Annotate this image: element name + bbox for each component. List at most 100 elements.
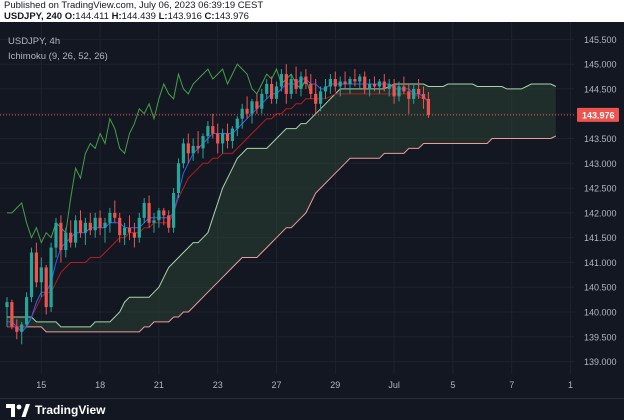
candle-body[interactable]	[196, 145, 200, 149]
candle-body[interactable]	[162, 210, 166, 216]
candle-body[interactable]	[382, 81, 386, 89]
candle-body[interactable]	[211, 126, 215, 134]
candle-body[interactable]	[392, 83, 396, 97]
candle-body[interactable]	[387, 83, 391, 89]
candle-body[interactable]	[412, 88, 416, 99]
candle-body[interactable]	[74, 220, 78, 243]
candle-body[interactable]	[69, 232, 73, 243]
candle-body[interactable]	[93, 217, 97, 231]
candle-body[interactable]	[240, 108, 244, 119]
candle-body[interactable]	[294, 79, 298, 89]
candle-body[interactable]	[343, 81, 347, 84]
candle-body[interactable]	[10, 302, 14, 327]
candle-body[interactable]	[39, 267, 43, 283]
candle-body[interactable]	[127, 227, 132, 233]
candle-body[interactable]	[333, 79, 337, 87]
candle-body[interactable]	[157, 210, 161, 221]
candle-body[interactable]	[103, 222, 107, 228]
symbol-interval: USDJPY, 240	[4, 11, 63, 22]
candle-body[interactable]	[29, 252, 34, 298]
candle-body[interactable]	[20, 324, 24, 332]
candle-body[interactable]	[132, 232, 136, 238]
candle-body[interactable]	[304, 76, 308, 84]
candle-body[interactable]	[225, 133, 230, 141]
tradingview-logo[interactable]: TradingView	[6, 403, 105, 417]
close-value: 143.976	[214, 11, 249, 22]
candle-body[interactable]	[142, 202, 146, 218]
indicator-legend: USDJPY, 4h Ichimoku (9, 26, 52, 26)	[8, 34, 108, 64]
candle-body[interactable]	[250, 101, 254, 114]
candle-body[interactable]	[108, 212, 112, 223]
candle-body[interactable]	[186, 143, 190, 154]
candle-body[interactable]	[255, 101, 259, 109]
publish-header: Published on TradingView.com, July 06, 2…	[0, 0, 624, 22]
candle-body[interactable]	[265, 83, 269, 94]
candle-body[interactable]	[270, 83, 274, 99]
legend-symbol[interactable]: USDJPY, 4h	[8, 36, 61, 47]
candle-body[interactable]	[279, 74, 283, 87]
candle-body[interactable]	[368, 83, 372, 89]
candle-body[interactable]	[123, 227, 127, 236]
candle-body[interactable]	[54, 222, 58, 248]
candle-body[interactable]	[426, 98, 430, 115]
candle-body[interactable]	[83, 222, 87, 233]
candle-body[interactable]	[44, 267, 48, 308]
candle-body[interactable]	[353, 79, 357, 82]
candle-body[interactable]	[319, 91, 323, 104]
candle-body[interactable]	[397, 86, 401, 97]
legend-ichimoku[interactable]: Ichimoku (9, 26, 52, 26)	[8, 51, 108, 62]
candle-body[interactable]	[78, 220, 83, 233]
candle-body[interactable]	[221, 133, 225, 144]
candle-body[interactable]	[118, 217, 122, 236]
candle-body[interactable]	[323, 86, 328, 92]
candle-body[interactable]	[289, 79, 293, 94]
candle-body[interactable]	[167, 215, 171, 228]
candle-body[interactable]	[407, 91, 411, 99]
candle-body[interactable]	[176, 163, 181, 194]
candle-body[interactable]	[191, 145, 195, 154]
candle-body[interactable]	[309, 83, 313, 94]
candle-body[interactable]	[314, 93, 318, 104]
open-label: O:	[64, 11, 76, 22]
candle-body[interactable]	[201, 136, 205, 149]
candle-body[interactable]	[88, 222, 92, 231]
candle-body[interactable]	[377, 81, 381, 87]
candle-body[interactable]	[284, 74, 288, 94]
candle-body[interactable]	[328, 79, 332, 87]
candle-body[interactable]	[230, 128, 234, 141]
candle-body[interactable]	[363, 76, 367, 89]
candle-body[interactable]	[358, 76, 362, 82]
candle-body[interactable]	[25, 297, 29, 325]
candle-body[interactable]	[181, 143, 185, 164]
candle-body[interactable]	[5, 302, 9, 308]
high-value: 144.439	[121, 11, 156, 22]
candle-body[interactable]	[152, 220, 156, 223]
candle-body[interactable]	[299, 76, 303, 89]
candle-body[interactable]	[402, 86, 406, 92]
candle-body[interactable]	[216, 133, 220, 144]
low-value: 143.916	[167, 11, 202, 22]
candle-body[interactable]	[348, 79, 352, 84]
candle-body[interactable]	[206, 126, 210, 137]
candle-body[interactable]	[98, 217, 102, 228]
candle-body[interactable]	[59, 222, 63, 251]
chart-area[interactable]: 145.500145.000144.500144.000143.500143.0…	[0, 22, 624, 398]
candle-body[interactable]	[147, 202, 151, 223]
candle-body[interactable]	[137, 217, 141, 238]
candle-body[interactable]	[113, 212, 117, 218]
candle-body[interactable]	[245, 108, 249, 114]
candle-body[interactable]	[417, 88, 421, 94]
candle-body[interactable]	[274, 86, 279, 99]
candle-body[interactable]	[235, 118, 239, 129]
candle-body[interactable]	[260, 93, 264, 109]
price-chart[interactable]: 145.500145.000144.500144.000143.500143.0…	[0, 22, 624, 398]
candle-body[interactable]	[49, 247, 53, 308]
candle-body[interactable]	[421, 93, 426, 99]
footer-bar: TradingView	[0, 398, 624, 420]
candle-body[interactable]	[372, 83, 377, 87]
candle-body[interactable]	[64, 232, 68, 251]
candle-body[interactable]	[172, 193, 176, 228]
candle-body[interactable]	[34, 252, 38, 283]
candle-body[interactable]	[338, 81, 342, 87]
candle-body[interactable]	[15, 326, 19, 332]
